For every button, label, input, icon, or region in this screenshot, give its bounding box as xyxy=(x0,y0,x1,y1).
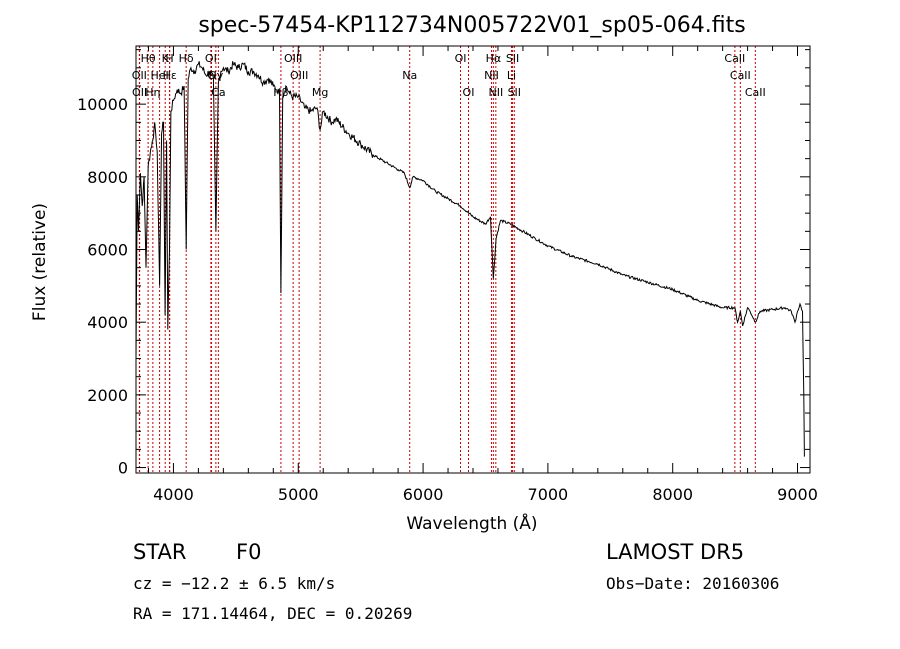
chart-title: spec-57454-KP112734N005722V01_sp05-064.f… xyxy=(198,13,745,38)
line-marker-label: OI xyxy=(455,52,467,65)
line-marker-label: OI xyxy=(205,52,217,65)
y-tick-label: 2000 xyxy=(87,386,128,405)
x-axis: 4000 5000 6000 7000 8000 9000 xyxy=(147,46,818,504)
survey-name: LAMOST DR5 xyxy=(606,540,745,564)
line-marker-label: Hε xyxy=(163,69,177,82)
x-tick-label: 7000 xyxy=(528,485,569,504)
line-marker-label: Na xyxy=(402,69,417,82)
line-marker-label: Hα xyxy=(486,52,502,65)
line-marker-label: K xyxy=(162,52,170,65)
line-marker-label: OI xyxy=(463,86,475,99)
obs-date: Obs−Date: 20160306 xyxy=(606,574,780,593)
y-axis-label: Flux (relative) xyxy=(30,203,50,321)
y-tick-label: 0 xyxy=(118,459,128,478)
x-tick-label: 9000 xyxy=(777,485,818,504)
line-marker-label: HeI xyxy=(150,69,168,82)
redshift-info: cz = −12.2 ± 6.5 km/s xyxy=(133,574,336,593)
line-marker-label: Hθ xyxy=(141,52,156,65)
spectrum-line xyxy=(135,61,805,457)
x-tick-label: 8000 xyxy=(652,485,693,504)
line-marker-label: NII xyxy=(484,69,499,82)
line-marker-label: OIII xyxy=(284,52,302,65)
line-marker-label: CaII xyxy=(745,86,766,99)
line-marker-label: NII xyxy=(488,86,503,99)
x-axis-label: Wavelength (Å) xyxy=(406,512,537,534)
y-axis: 0 2000 4000 6000 8000 10000 xyxy=(77,49,810,478)
y-tick-label: 4000 xyxy=(87,313,128,332)
line-marker-label: SII xyxy=(506,52,519,65)
line-marker-label: Hδ xyxy=(179,52,194,65)
line-marker-label: SII xyxy=(508,86,521,99)
object-type: STAR xyxy=(133,540,187,564)
line-marker-label: OII xyxy=(132,69,147,82)
line-marker-label: Li xyxy=(507,69,516,82)
line-marker-label: Mg xyxy=(312,86,328,99)
coordinates: RA = 171.14464, DEC = 0.20269 xyxy=(133,604,413,623)
y-tick-label: 6000 xyxy=(87,241,128,260)
emission-line-markers xyxy=(138,46,756,473)
x-tick-label: 4000 xyxy=(153,485,194,504)
line-marker-label: CaII xyxy=(730,69,751,82)
x-tick-label: 5000 xyxy=(278,485,319,504)
line-marker-label: G xyxy=(207,69,216,82)
line-marker-label: OIII xyxy=(290,69,308,82)
plot-frame xyxy=(135,45,811,474)
line-marker-label: CaII xyxy=(724,52,745,65)
line-marker-label: Hη xyxy=(145,86,160,99)
object-subclass: F0 xyxy=(236,540,262,564)
line-marker-label: Hγ xyxy=(208,69,223,82)
y-tick-label: 10000 xyxy=(77,95,128,114)
x-tick-label: 6000 xyxy=(403,485,444,504)
line-marker-label: H xyxy=(165,52,173,65)
y-tick-label: 8000 xyxy=(87,168,128,187)
